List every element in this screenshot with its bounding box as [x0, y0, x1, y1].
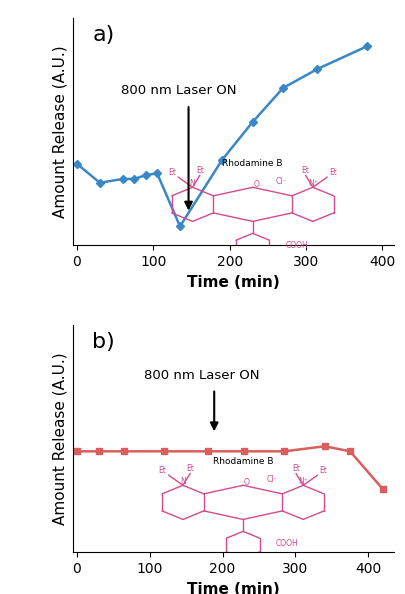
Text: N: N — [179, 476, 185, 485]
Text: O: O — [253, 180, 259, 189]
Text: Et: Et — [186, 464, 194, 473]
Text: 800 nm Laser ON: 800 nm Laser ON — [143, 369, 258, 382]
Text: O: O — [243, 478, 249, 487]
Text: Et: Et — [195, 166, 203, 175]
Text: N⁺: N⁺ — [298, 476, 307, 485]
Y-axis label: Amount Release (A.U.): Amount Release (A.U.) — [52, 45, 67, 218]
Text: N⁺: N⁺ — [307, 179, 317, 188]
Text: Cl⁻: Cl⁻ — [275, 177, 287, 186]
Text: COOH: COOH — [284, 241, 307, 250]
Text: Et: Et — [319, 466, 327, 475]
Text: N: N — [189, 179, 195, 188]
Text: Cl⁻: Cl⁻ — [266, 475, 277, 484]
Text: Et: Et — [328, 168, 337, 177]
Text: a): a) — [92, 24, 114, 45]
X-axis label: Time (min): Time (min) — [187, 582, 279, 594]
Text: Et: Et — [158, 466, 166, 475]
Y-axis label: Amount Release (A.U.): Amount Release (A.U.) — [52, 352, 67, 525]
Text: COOH: COOH — [275, 539, 298, 548]
Text: Et: Et — [301, 166, 309, 175]
X-axis label: Time (min): Time (min) — [187, 274, 279, 290]
Text: Rhodamine B: Rhodamine B — [222, 159, 282, 168]
Text: b): b) — [92, 332, 115, 352]
Text: Et: Et — [168, 168, 176, 177]
Text: Et: Et — [291, 464, 299, 473]
Text: Rhodamine B: Rhodamine B — [212, 457, 273, 466]
Text: 800 nm Laser ON: 800 nm Laser ON — [121, 84, 236, 97]
